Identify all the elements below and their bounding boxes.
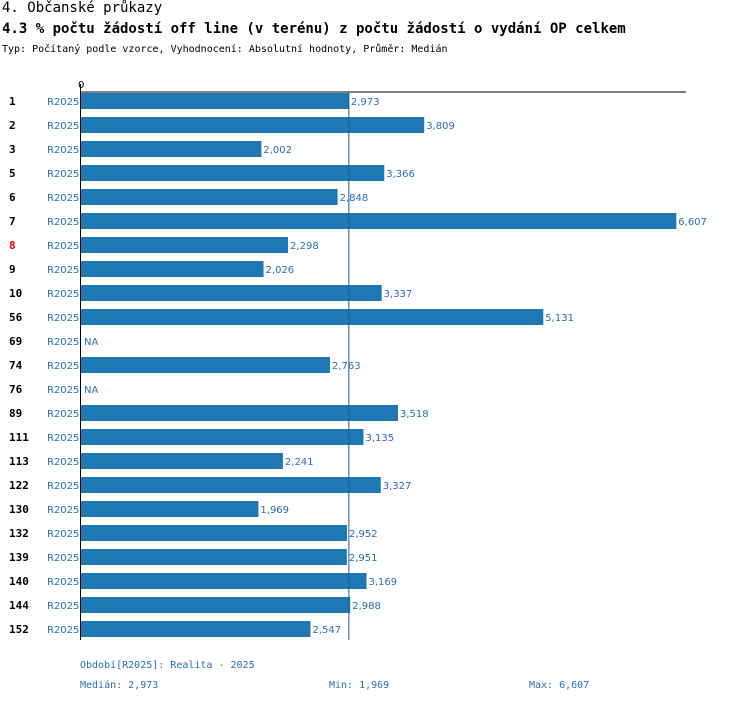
bar xyxy=(81,117,425,133)
bar xyxy=(81,213,677,229)
value-label: 2,026 xyxy=(266,265,295,276)
bar xyxy=(81,429,364,445)
value-label: 2,002 xyxy=(263,145,292,156)
value-label: 3,135 xyxy=(365,433,394,444)
bar xyxy=(81,189,338,205)
value-label: 6,607 xyxy=(678,217,707,228)
series-label: R2025 xyxy=(47,625,79,636)
category-label: 152 xyxy=(9,623,29,636)
x-axis-zero-label: 0 xyxy=(78,80,84,91)
bar xyxy=(81,165,385,181)
category-label: 89 xyxy=(9,407,22,420)
series-label: R2025 xyxy=(47,169,79,180)
series-label: R2025 xyxy=(47,505,79,516)
chart-subtitle: Typ: Počítaný podle vzorce, Vyhodnocení:… xyxy=(2,44,448,55)
value-label: 2,848 xyxy=(340,193,369,204)
category-label: 1 xyxy=(9,95,16,108)
bar xyxy=(81,501,259,517)
series-label: R2025 xyxy=(47,121,79,132)
category-label: 5 xyxy=(9,167,16,180)
series-label: R2025 xyxy=(47,313,79,324)
category-label: 132 xyxy=(9,527,29,540)
category-label: 139 xyxy=(9,551,29,564)
series-label: R2025 xyxy=(47,553,79,564)
category-label: 2 xyxy=(9,119,16,132)
series-label: R2025 xyxy=(47,193,79,204)
category-label: 56 xyxy=(9,311,23,324)
series-label: R2025 xyxy=(47,433,79,444)
value-label: 3,366 xyxy=(386,169,415,180)
series-label: R2025 xyxy=(47,265,79,276)
series-label: R2025 xyxy=(47,409,79,420)
bar xyxy=(81,477,381,493)
value-label: 2,547 xyxy=(312,625,341,636)
category-label: 111 xyxy=(9,431,29,444)
bar xyxy=(81,141,262,157)
bar xyxy=(81,549,347,565)
bar xyxy=(81,525,347,541)
value-label: 2,951 xyxy=(349,553,378,564)
value-label: 2,298 xyxy=(290,241,319,252)
category-label: 144 xyxy=(9,599,29,612)
category-label: 74 xyxy=(9,359,23,372)
series-label: R2025 xyxy=(47,145,79,156)
category-label: 113 xyxy=(9,455,29,468)
category-label: 9 xyxy=(9,263,16,276)
bar xyxy=(81,285,382,301)
series-label: R2025 xyxy=(47,361,79,372)
chart-title: 4.3 % počtu žádostí off line (v terénu) … xyxy=(2,21,626,37)
series-label: R2025 xyxy=(47,97,79,108)
value-label: 1,969 xyxy=(260,505,289,516)
series-label: R2025 xyxy=(47,337,79,348)
series-label: R2025 xyxy=(47,289,79,300)
period-legend: Období[R2025]: Realita - 2025 xyxy=(80,660,255,671)
category-label: 140 xyxy=(9,575,29,588)
value-label: 3,169 xyxy=(369,577,398,588)
series-label: R2025 xyxy=(47,457,79,468)
category-label: 130 xyxy=(9,503,29,516)
value-label: 2,988 xyxy=(352,601,381,612)
category-label: 7 xyxy=(9,215,16,228)
max-stat: Max: 6,607 xyxy=(529,680,590,691)
value-label: 2,763 xyxy=(332,361,361,372)
series-label: R2025 xyxy=(47,529,79,540)
series-label: R2025 xyxy=(47,481,79,492)
value-label: 2,952 xyxy=(349,529,378,540)
bar xyxy=(81,405,398,421)
category-label: 3 xyxy=(9,143,16,156)
median-stat: Medián: 2,973 xyxy=(80,680,159,691)
series-label: R2025 xyxy=(47,577,79,588)
value-label: 3,809 xyxy=(426,121,455,132)
bar xyxy=(81,573,367,589)
bar xyxy=(81,453,283,469)
value-label: 3,327 xyxy=(383,481,412,492)
min-stat: Min: 1,969 xyxy=(329,680,390,691)
value-label: 2,973 xyxy=(351,97,380,108)
category-label: 122 xyxy=(9,479,29,492)
category-label: 69 xyxy=(9,335,22,348)
value-label-na: NA xyxy=(84,385,98,396)
bar xyxy=(81,237,289,253)
category-label: 76 xyxy=(9,383,23,396)
bar xyxy=(81,357,330,373)
value-label: 2,241 xyxy=(285,457,314,468)
series-label: R2025 xyxy=(47,241,79,252)
category-label: 10 xyxy=(9,287,22,300)
section-title: 4. Občanské průkazy xyxy=(2,0,163,16)
category-label: 8 xyxy=(9,239,16,252)
value-label: 3,337 xyxy=(384,289,413,300)
value-label: 3,518 xyxy=(400,409,429,420)
bar xyxy=(81,309,544,325)
value-label: 5,131 xyxy=(545,313,574,324)
series-label: R2025 xyxy=(47,217,79,228)
category-label: 6 xyxy=(9,191,16,204)
value-label-na: NA xyxy=(84,337,98,348)
bar xyxy=(81,93,349,109)
bar xyxy=(81,597,351,613)
series-label: R2025 xyxy=(47,385,79,396)
series-label: R2025 xyxy=(47,601,79,612)
bar xyxy=(81,261,264,277)
bar xyxy=(81,621,311,637)
